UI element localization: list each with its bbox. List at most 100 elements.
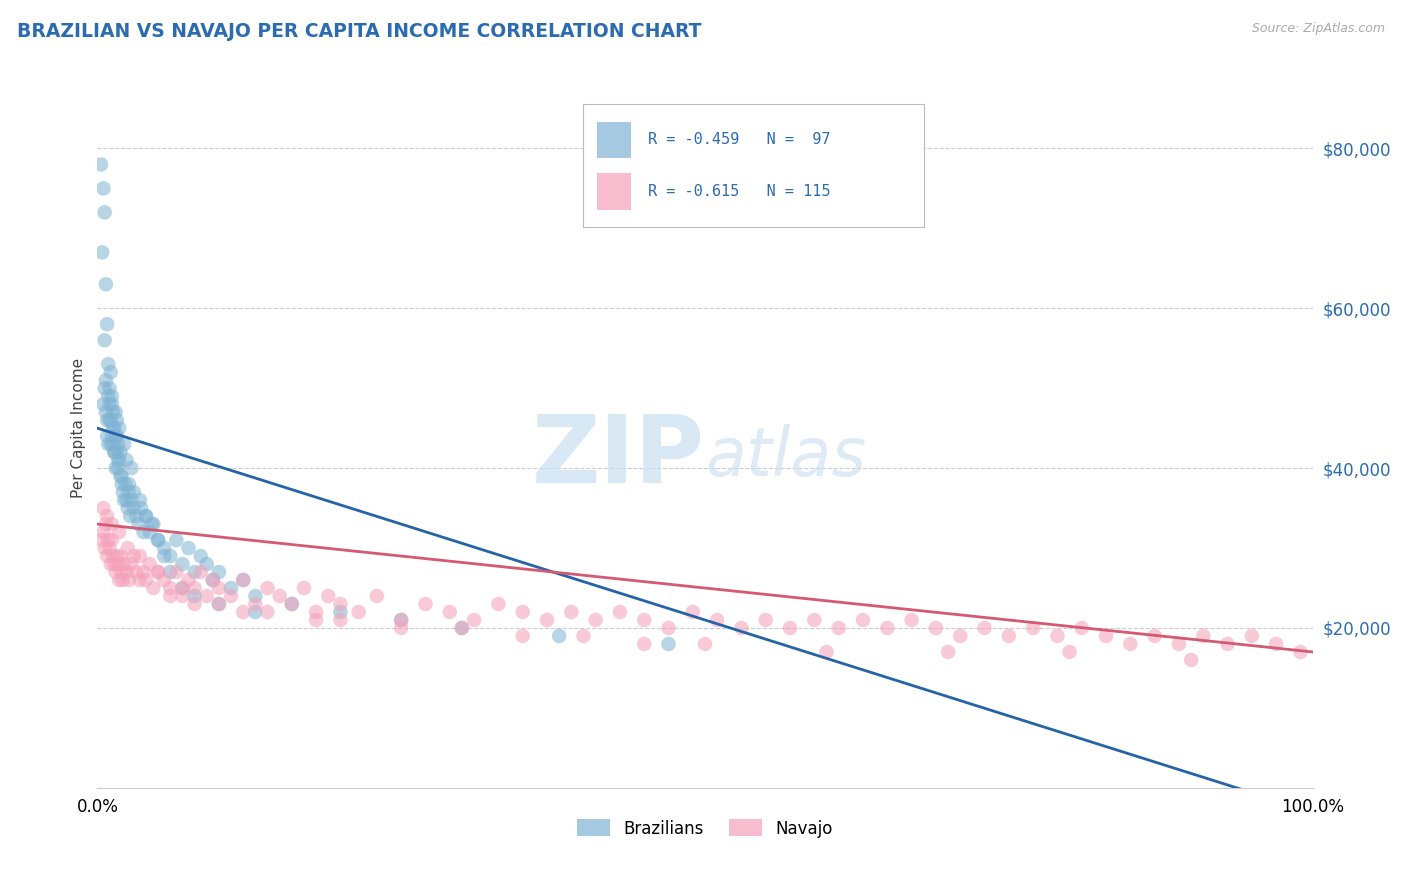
Point: [146, 533, 169, 547]
Point: [138, 557, 160, 571]
Point: [208, 581, 231, 595]
Point: [281, 597, 304, 611]
Point: [91, 533, 114, 547]
Point: [93, 541, 115, 555]
Point: [159, 549, 181, 563]
Point: [105, 549, 128, 563]
Point: [172, 589, 194, 603]
Point: [98, 541, 121, 555]
Point: [366, 589, 388, 603]
Point: [177, 573, 200, 587]
Point: [329, 597, 352, 611]
Point: [108, 525, 131, 540]
Point: [135, 509, 157, 524]
Point: [122, 485, 145, 500]
Point: [128, 493, 150, 508]
Point: [190, 565, 212, 579]
Point: [128, 573, 150, 587]
Point: [245, 605, 267, 619]
Point: [108, 421, 131, 435]
Point: [706, 613, 728, 627]
Point: [117, 541, 139, 555]
Point: [415, 597, 437, 611]
Point: [100, 437, 122, 451]
Point: [101, 429, 124, 443]
Point: [118, 573, 141, 587]
Point: [201, 573, 224, 587]
Point: [316, 589, 339, 603]
Point: [105, 413, 128, 427]
Point: [256, 605, 278, 619]
Point: [512, 629, 534, 643]
Point: [815, 645, 838, 659]
Point: [112, 493, 135, 508]
Point: [103, 557, 125, 571]
Point: [208, 597, 231, 611]
Point: [451, 621, 474, 635]
Point: [281, 597, 304, 611]
Point: [153, 573, 176, 587]
Point: [1059, 645, 1081, 659]
Point: [998, 629, 1021, 643]
Point: [347, 605, 370, 619]
Point: [111, 573, 134, 587]
Point: [305, 605, 328, 619]
Point: [657, 621, 679, 635]
Point: [94, 277, 117, 292]
Point: [852, 613, 875, 627]
Point: [98, 381, 121, 395]
Text: ZIP: ZIP: [531, 411, 704, 503]
Point: [135, 509, 157, 524]
Point: [779, 621, 801, 635]
Point: [101, 421, 124, 435]
Point: [439, 605, 461, 619]
Point: [128, 549, 150, 563]
Text: Source: ZipAtlas.com: Source: ZipAtlas.com: [1251, 22, 1385, 36]
Point: [107, 557, 129, 571]
Point: [110, 469, 132, 483]
Point: [96, 429, 118, 443]
Point: [112, 437, 135, 451]
Point: [107, 453, 129, 467]
Point: [183, 581, 205, 595]
Point: [111, 565, 134, 579]
Point: [682, 605, 704, 619]
Point: [128, 517, 150, 532]
Point: [572, 629, 595, 643]
Point: [115, 565, 138, 579]
Point: [97, 533, 120, 547]
Point: [876, 621, 898, 635]
Point: [93, 381, 115, 395]
Point: [96, 549, 118, 563]
Point: [1119, 637, 1142, 651]
Point: [125, 509, 148, 524]
Point: [103, 445, 125, 459]
Point: [97, 357, 120, 371]
Point: [135, 573, 157, 587]
Text: atlas: atlas: [704, 424, 866, 490]
Point: [93, 501, 115, 516]
Point: [183, 589, 205, 603]
Point: [122, 549, 145, 563]
Point: [96, 509, 118, 524]
Point: [93, 333, 115, 347]
Legend: Brazilians, Navajo: Brazilians, Navajo: [571, 813, 839, 844]
Point: [560, 605, 582, 619]
Point: [108, 573, 131, 587]
Point: [201, 573, 224, 587]
Point: [936, 645, 959, 659]
Point: [1046, 629, 1069, 643]
Point: [120, 461, 142, 475]
Point: [114, 477, 136, 491]
Point: [305, 613, 328, 627]
Point: [159, 581, 181, 595]
Point: [132, 525, 155, 540]
Point: [803, 613, 825, 627]
Point: [97, 389, 120, 403]
Point: [172, 557, 194, 571]
Point: [117, 501, 139, 516]
Point: [146, 565, 169, 579]
Point: [633, 613, 655, 627]
Point: [389, 621, 412, 635]
Point: [1265, 637, 1288, 651]
